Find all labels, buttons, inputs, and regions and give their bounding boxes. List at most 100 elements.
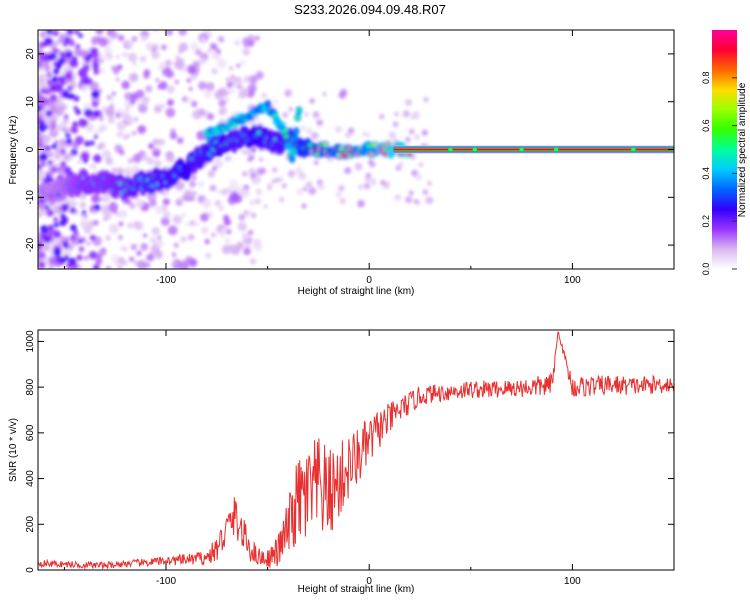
heat-noise-cell [165,153,175,163]
heat-noise-cell [75,109,82,116]
heat-noise-cell [54,140,59,145]
heat-noise-cell [191,109,202,120]
heat-noise-cell [273,99,278,104]
heat-noise-cell [129,256,135,262]
heat-noise-cell [62,153,70,161]
heat-noise-cell [255,36,260,41]
heat-noise-cell [128,72,139,83]
y-tick-label: 20 [25,48,36,60]
heat-noise-cell [60,235,65,240]
heat-noise-cell [211,68,218,75]
heat-noise-cell [45,145,51,152]
heat-noise-cell [217,189,222,194]
heat-noise-cell [258,157,264,162]
heat-noise-cell [239,187,250,198]
heat-noise-cell [344,167,352,175]
heat-noise-cell [251,212,257,219]
heat-noise-cell [40,225,49,234]
heat-noise-cell [131,36,138,42]
heat-noise-cell [357,199,365,208]
heat-noise-cell [225,238,230,244]
heat-noise-cell [91,50,99,59]
heat-noise-cell [149,199,157,207]
heat-noise-cell [100,204,110,215]
heat-ridge-cell [366,143,373,148]
heat-noise-cell [174,181,185,191]
heat-noise-cell [44,88,52,96]
heat-noise-cell [101,106,108,112]
heat-noise-cell [115,262,123,269]
heat-noise-cell [139,55,147,63]
heat-noise-cell [91,194,100,204]
heat-noise-cell [65,138,73,145]
heat-noise-cell [148,143,155,150]
heat-noise-cell [357,184,364,190]
heat-noise-cell [176,137,184,145]
heat-noise-cell [117,167,124,175]
heat-noise-cell [93,68,100,75]
heat-noise-cell [368,159,373,164]
heat-noise-cell [46,173,51,179]
heat-noise-cell [247,157,252,162]
heat-noise-cell [304,112,309,117]
heat-noise-cell [118,221,124,227]
heat-noise-cell [127,222,134,229]
heat-noise-cell [62,241,68,247]
heat-noise-cell [92,164,97,170]
heat-noise-cell [252,238,262,248]
heat-noise-cell [186,96,194,104]
heat-noise-cell [64,37,71,44]
heat-noise-cell [38,251,46,259]
heat-noise-cell [60,216,69,224]
heat-noise-cell [206,48,212,54]
heat-noise-cell [205,82,215,91]
heat-noise-cell [98,88,103,93]
heat-noise-cell [306,128,313,134]
heat-branch-cell [289,147,297,156]
heat-noise-cell [107,116,116,124]
heat-noise-cell [197,180,205,188]
heat-noise-cell [256,167,265,176]
heat-noise-cell [199,57,207,65]
heat-noise-cell [81,210,87,215]
heat-noise-cell [74,135,84,145]
heat-noise-cell [229,179,238,189]
heat-noise-cell [78,33,83,38]
heat-noise-cell [54,255,62,262]
snr-ylabel: SNR (10 * v/v) [8,418,19,482]
heat-noise-cell [128,202,136,210]
heat-noise-cell [92,264,100,269]
heat-noise-cell [68,81,73,86]
heat-noise-cell [145,255,151,261]
colorbar-gradient [712,30,737,269]
heat-branch-cell [285,142,293,151]
heat-noise-cell [207,113,215,121]
heat-noise-cell [371,180,377,186]
heat-noise-cell [187,233,195,241]
heat-noise-cell [240,60,246,66]
heat-noise-cell [241,231,252,242]
heat-branch-cell [295,115,301,120]
heat-noise-cell [173,59,184,70]
heat-noise-cell [111,65,117,71]
heat-noise-cell [110,254,120,264]
heat-noise-cell [67,244,74,250]
heat-noise-cell [143,71,150,79]
heat-noise-cell [181,212,186,218]
heat-noise-cell [125,133,131,139]
heat-noise-cell [135,89,145,99]
heat-noise-cell [365,172,372,178]
heat-noise-cell [89,140,95,146]
heat-noise-cell [44,237,50,243]
heat-noise-cell [38,167,45,178]
heat-noise-cell [186,78,192,83]
heat-noise-cell [223,218,232,226]
heat-noise-cell [119,245,124,251]
heat-noise-cell [238,213,246,221]
heat-noise-cell [38,52,48,62]
heat-noise-cell [255,71,264,80]
spectrogram-ylabel: Frequency (Hz) [8,116,19,185]
heat-noise-cell [70,207,76,212]
heat-noise-cell [45,30,53,35]
